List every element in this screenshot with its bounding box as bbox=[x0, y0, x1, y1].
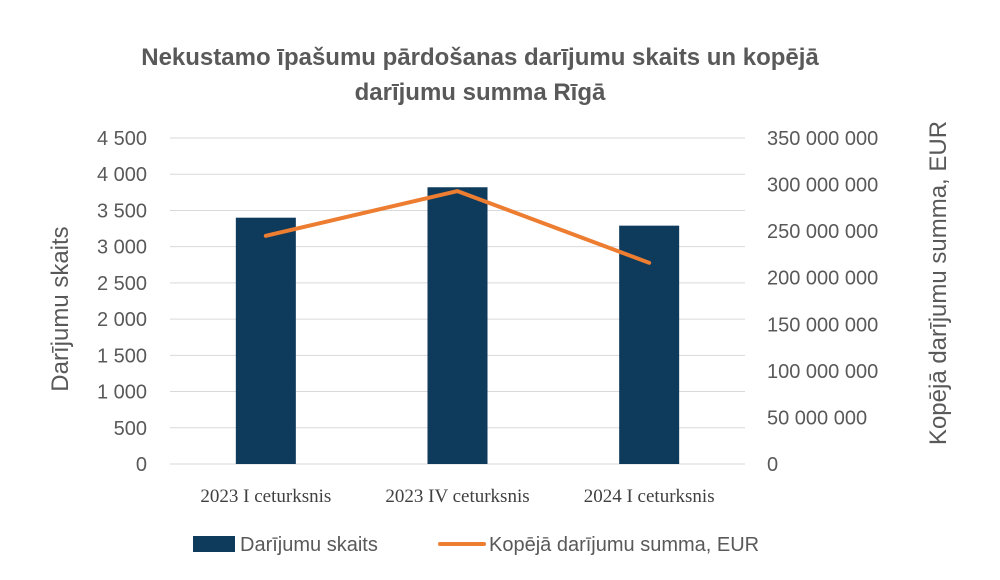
y-right-axis-title: Kopējā darījumu summa, EUR bbox=[925, 121, 952, 445]
y-left-tick-label: 2 000 bbox=[97, 309, 147, 331]
legend-label-bar: Darījumu skaits bbox=[240, 534, 378, 556]
y-right-tick-label: 200 000 000 bbox=[767, 268, 878, 290]
y-left-tick-label: 1 000 bbox=[97, 382, 147, 404]
legend-swatch-bar bbox=[193, 536, 235, 552]
y-right-tick-label: 300 000 000 bbox=[767, 175, 878, 197]
y-left-tick-label: 500 bbox=[114, 418, 147, 440]
bar-darijumu-skaits bbox=[427, 187, 488, 465]
chart-title-line: darījumu summa Rīgā bbox=[355, 79, 606, 106]
y-left-tick-label: 4 000 bbox=[97, 164, 147, 186]
bar-darijumu-skaits bbox=[619, 225, 680, 464]
y-right-tick-label: 100 000 000 bbox=[767, 361, 878, 383]
y-right-tick-label: 50 000 000 bbox=[767, 407, 867, 429]
x-category-label: 2023 IV ceturksnis bbox=[385, 486, 529, 507]
bar-darijumu-skaits bbox=[235, 217, 296, 464]
y-left-tick-label: 3 500 bbox=[97, 200, 147, 222]
y-right-tick-label: 250 000 000 bbox=[767, 221, 878, 243]
y-left-tick-label: 2 500 bbox=[97, 273, 147, 295]
y-right-tick-label: 0 bbox=[767, 454, 778, 476]
y-left-tick-label: 0 bbox=[136, 454, 147, 476]
y-left-tick-label: 3 000 bbox=[97, 237, 147, 259]
x-category-label: 2023 I ceturksnis bbox=[200, 486, 331, 507]
y-right-tick-label: 350 000 000 bbox=[767, 128, 878, 150]
y-right-tick-label: 150 000 000 bbox=[767, 314, 878, 336]
y-left-axis-title: Darījumu skaits bbox=[47, 226, 74, 391]
legend-label-line: Kopējā darījumu summa, EUR bbox=[489, 534, 759, 556]
y-left-tick-label: 4 500 bbox=[97, 128, 147, 150]
y-left-tick-label: 1 500 bbox=[97, 345, 147, 367]
x-category-label: 2024 I ceturksnis bbox=[584, 486, 715, 507]
chart-title-line: Nekustamo īpašumu pārdošanas darījumu sk… bbox=[141, 44, 819, 71]
